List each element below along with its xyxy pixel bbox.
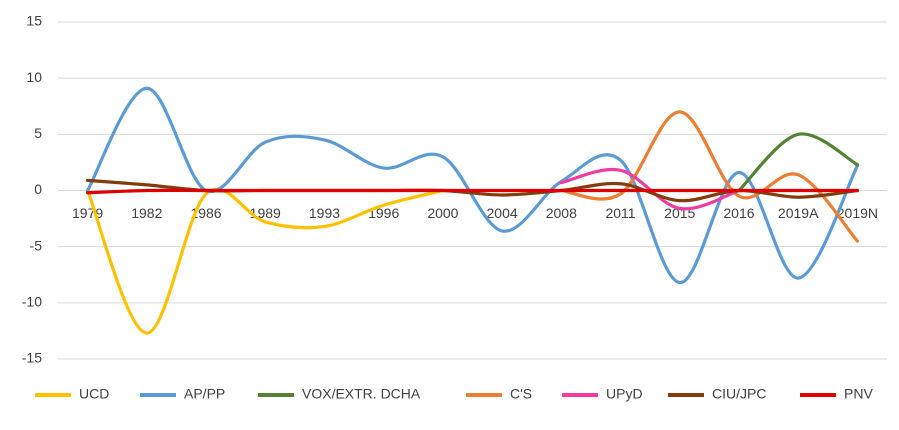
legend-label: C'S [510,386,532,402]
x-tick-label: 2000 [427,205,458,221]
legend-label: UPyD [606,386,643,402]
x-tick-label: 2011 [605,205,635,221]
series-line [86,188,859,195]
y-tick-label: 5 [34,125,42,141]
x-tick-label: 1993 [309,205,340,221]
legend-label: UCD [79,386,109,402]
series-line [86,187,445,335]
x-tick-label: 1989 [250,205,281,221]
y-tick-label: 15 [26,13,42,29]
legend-label: PNV [844,386,873,402]
series-line [559,110,859,243]
x-tick-label: 2004 [487,205,518,221]
legend-label: AP/PP [184,386,225,402]
x-tick-label: 2008 [546,205,577,221]
y-tick-label: 10 [26,69,42,85]
series-line [737,132,859,193]
y-tick-label: 0 [34,181,42,197]
x-tick-label: 2019N [837,205,878,221]
x-tick-label: 2019A [778,205,819,221]
legend-label: CIU/JPC [712,386,766,402]
y-tick-label: -15 [22,350,42,366]
x-tick-label: 2016 [723,205,754,221]
y-tick-label: -5 [30,237,43,253]
x-tick-label: 1982 [131,205,162,221]
legend-label: VOX/EXTR. DCHA [302,386,421,402]
y-tick-label: -10 [22,294,42,310]
